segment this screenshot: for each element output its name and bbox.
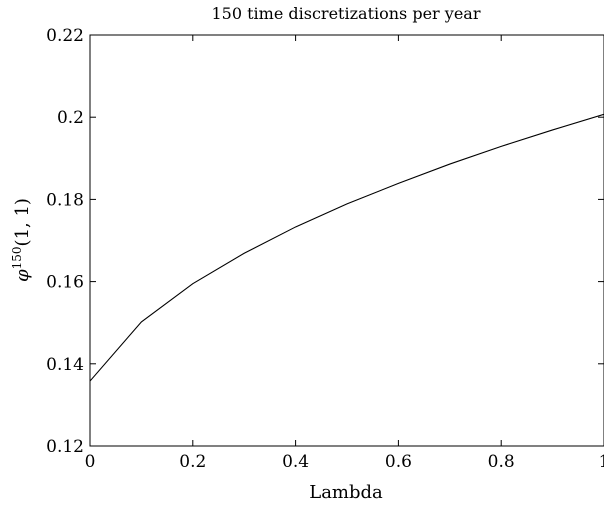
y-axis-label: φ150(1, 1) — [10, 198, 33, 282]
y-tick-label: 0.22 — [46, 26, 84, 46]
y-axis-label-args: (1, 1) — [12, 198, 33, 246]
plot-area-frame — [89, 34, 604, 447]
x-tick-label: 0.2 — [179, 452, 206, 472]
y-axis-ticks: 0.12 0.14 0.16 0.18 0.2 0.22 — [46, 26, 604, 457]
series-line — [89, 113, 604, 382]
y-tick-label: 0.16 — [46, 273, 84, 293]
y-axis-label-symbol: φ — [12, 269, 33, 282]
y-tick-label: 0.12 — [46, 437, 84, 457]
x-tick-label: 0.8 — [488, 452, 515, 472]
y-tick-label: 0.2 — [57, 108, 84, 128]
y-axis-label-superscript: 150 — [10, 246, 24, 269]
x-axis-ticks: 0 0.2 0.4 0.6 0.8 1 — [85, 35, 604, 472]
x-tick-label: 0.4 — [282, 452, 309, 472]
x-tick-label: 0 — [85, 452, 96, 472]
x-tick-label: 1 — [599, 452, 604, 472]
series-layer — [89, 113, 604, 382]
y-tick-label: 0.18 — [46, 190, 84, 210]
chart-title: 150 time discretizations per year — [212, 4, 481, 23]
x-tick-label: 0.6 — [385, 452, 412, 472]
x-axis-label: Lambda — [309, 482, 383, 503]
y-tick-label: 0.14 — [46, 355, 84, 375]
